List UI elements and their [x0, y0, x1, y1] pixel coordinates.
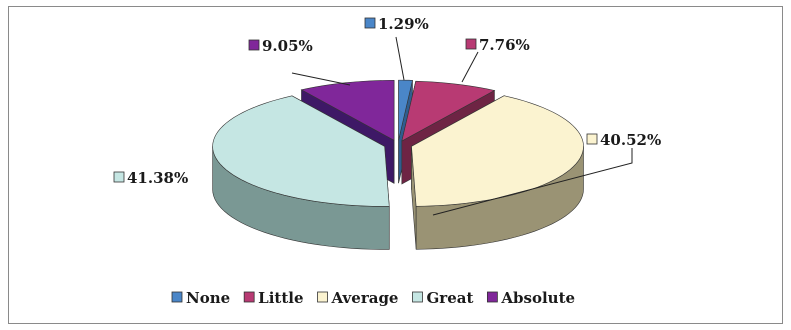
chart-frame: [8, 6, 783, 324]
leader-line-average: [432, 148, 633, 216]
pie-top-average: [411, 95, 584, 207]
legend-swatch-average: [317, 291, 328, 303]
legend: None Little Average Great Absolute: [171, 289, 575, 307]
data-label-text-great: 41.38%: [127, 169, 188, 187]
leader-line-none: [395, 36, 405, 81]
pie-top-great: [212, 95, 390, 207]
data-label-text-none: 1.29%: [378, 15, 429, 33]
data-label-swatch-little: [465, 38, 477, 50]
data-label-text-little: 7.76%: [479, 36, 530, 54]
leader-line-absolute: [291, 72, 351, 86]
data-label-none: 1.29%: [364, 15, 429, 33]
pie-top-little: [401, 80, 496, 142]
legend-item-absolute: Absolute: [486, 289, 575, 307]
data-label-absolute: 9.05%: [248, 37, 313, 55]
legend-label-absolute: Absolute: [500, 289, 575, 307]
legend-label-great: Great: [426, 289, 473, 307]
data-label-swatch-average: [586, 133, 598, 145]
leader-line-little: [461, 51, 479, 83]
legend-swatch-little: [243, 291, 255, 303]
legend-item-none: None: [171, 289, 230, 307]
data-label-little: 7.76%: [465, 36, 530, 54]
legend-label-little: Little: [258, 289, 303, 307]
legend-swatch-none: [171, 291, 183, 303]
data-label-text-average: 40.52%: [600, 131, 661, 149]
pie-top-absolute: [300, 80, 395, 141]
legend-label-average: Average: [331, 289, 399, 307]
legend-swatch-great: [412, 291, 423, 303]
data-label-average: 40.52%: [586, 131, 661, 149]
legend-item-little: Little: [243, 289, 304, 307]
legend-label-none: None: [186, 289, 230, 307]
data-label-swatch-great: [113, 171, 125, 183]
leader-lines: [291, 36, 633, 216]
pie-tops: [212, 79, 584, 207]
data-label-great: 41.38%: [113, 169, 188, 187]
data-label-text-absolute: 9.05%: [262, 37, 313, 55]
legend-swatch-absolute: [486, 291, 498, 303]
legend-item-average: Average: [317, 289, 399, 307]
legend-item-great: Great: [412, 289, 473, 307]
data-label-swatch-none: [364, 17, 376, 29]
data-label-swatch-absolute: [248, 39, 260, 51]
data-labels: 1.29% 7.76% 40.52% 41.38% 9.05%: [113, 15, 661, 187]
pie-top-none: [398, 79, 413, 141]
